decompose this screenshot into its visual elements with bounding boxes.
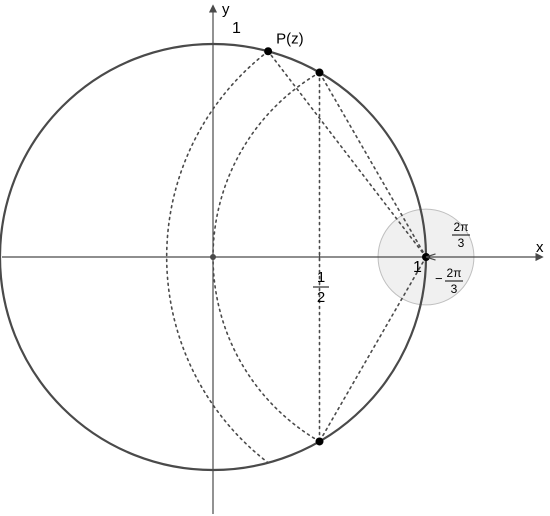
- svg-text:3: 3: [458, 236, 465, 250]
- point-label-Pz: P(z): [276, 30, 304, 47]
- point-B: [316, 437, 324, 445]
- svg-text:2: 2: [317, 289, 325, 306]
- svg-text:2π: 2π: [454, 220, 469, 234]
- x-tick-label-1: 1: [413, 259, 422, 276]
- x-tick-label-half: 12: [313, 269, 329, 306]
- y-axis-label: y: [222, 1, 230, 18]
- point-Q: [316, 69, 324, 77]
- svg-text:3: 3: [451, 282, 458, 296]
- dotted-segment: [320, 73, 427, 257]
- dotted-segment: [268, 51, 426, 257]
- svg-text:−: −: [435, 271, 443, 286]
- dotted-segment: [320, 257, 427, 441]
- point-P_z: [264, 47, 272, 55]
- y-tick-label: 1: [232, 20, 241, 37]
- x-axis-label: x: [536, 239, 544, 256]
- svg-text:2π: 2π: [447, 266, 462, 280]
- svg-text:1: 1: [317, 269, 325, 286]
